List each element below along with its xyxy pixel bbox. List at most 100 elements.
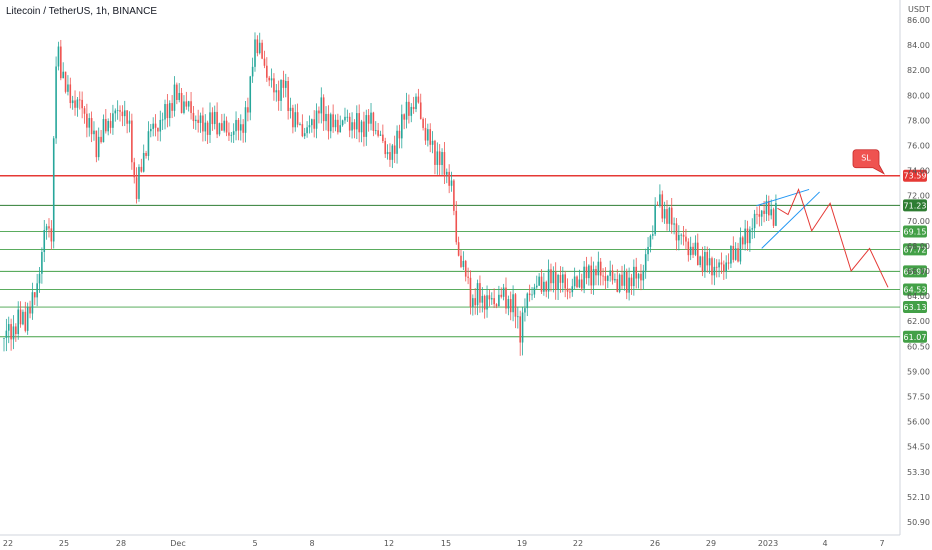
candle-body <box>476 283 479 306</box>
candle-body <box>704 251 706 273</box>
y-tick-label: 64.00 <box>907 292 930 301</box>
candle-body <box>273 78 275 93</box>
candle-body <box>29 307 31 314</box>
candle-body <box>602 275 604 277</box>
candle-body <box>746 228 749 244</box>
candle-body <box>599 261 602 276</box>
candle-body <box>640 273 642 281</box>
time-axis: 22 25 28 Dec 5 8 12 15 19 22 26 29 2023 4 7 <box>3 539 885 548</box>
candle-body <box>663 209 666 219</box>
candle-body <box>33 292 36 298</box>
candle-body <box>159 119 162 132</box>
candle-body <box>367 115 370 124</box>
candle-body <box>43 229 46 253</box>
candle-body <box>611 270 614 281</box>
y-tick-label: 50.90 <box>907 518 930 527</box>
x-tick-label: 26 <box>650 539 660 548</box>
candle-body <box>436 151 439 165</box>
candle-body <box>412 106 415 110</box>
candle-body <box>521 312 524 343</box>
chart-title: Litecoin / TetherUS, 1h, BINANCE <box>6 6 157 17</box>
candle-body <box>299 124 301 125</box>
candle-body <box>543 281 545 292</box>
candle-body <box>341 120 344 126</box>
candle-body <box>486 295 488 310</box>
candle-body <box>280 79 282 101</box>
candle-body <box>564 274 566 289</box>
candle-body <box>384 141 387 155</box>
candle-body <box>751 228 754 230</box>
candle-body <box>147 131 150 156</box>
candle-body <box>500 294 503 297</box>
candle-body <box>685 236 687 242</box>
candle-body <box>604 276 607 281</box>
candle-body <box>7 324 10 331</box>
candle-body <box>661 194 664 219</box>
candle-body <box>531 294 533 296</box>
candle-body <box>628 277 630 293</box>
x-tick-label: 8 <box>309 539 314 548</box>
candle-body <box>715 266 718 268</box>
candle-body <box>344 116 346 121</box>
price-tag <box>903 169 927 182</box>
candle-body <box>289 107 292 112</box>
x-tick-label: 7 <box>879 539 884 548</box>
callout-bubble <box>852 149 886 175</box>
wedge-upper-line <box>756 188 810 207</box>
candle-body <box>519 316 521 343</box>
candle-body <box>559 274 562 283</box>
candle-body <box>431 140 434 145</box>
candle-body <box>223 120 226 131</box>
price-axis: USDT86.0084.0082.0080.0078.0076.0074.007… <box>907 5 930 527</box>
candle-body <box>180 92 183 113</box>
candle-body <box>588 265 590 279</box>
candle-body <box>353 122 356 130</box>
candle-body <box>337 119 339 133</box>
candle-body <box>765 200 768 214</box>
rising-wedge <box>756 188 820 249</box>
candle-body <box>287 80 289 112</box>
candle-body <box>680 234 683 236</box>
y-tick-label: 74.00 <box>907 167 930 176</box>
y-tick-label: 68.00 <box>907 242 930 251</box>
candle-body <box>228 132 230 136</box>
candle-body <box>38 273 41 284</box>
candle-body <box>123 110 126 117</box>
y-tick-label: 66.00 <box>907 267 930 276</box>
candle-body <box>597 261 600 276</box>
candle-body <box>138 166 140 199</box>
candle-body <box>741 237 744 245</box>
currency-label: USDT <box>908 5 930 14</box>
candle-body <box>83 108 86 114</box>
y-tick-label: 70.00 <box>907 217 930 226</box>
y-tick-label: 72.00 <box>907 192 930 201</box>
candle-body <box>221 123 223 131</box>
candle-body <box>756 213 758 215</box>
candle-body <box>294 112 297 128</box>
candle-body <box>450 180 453 186</box>
candle-body <box>758 214 761 217</box>
candle-body <box>701 256 704 273</box>
candle-body <box>666 209 668 224</box>
candle-body <box>637 273 640 279</box>
candle-body <box>481 295 484 303</box>
candle-body <box>327 113 330 132</box>
candle-body <box>427 129 429 141</box>
candle-body <box>398 130 401 139</box>
candle-body <box>422 118 424 128</box>
candle-body <box>576 276 578 288</box>
candle-body <box>22 311 24 325</box>
candle-body <box>12 326 15 340</box>
candle-body <box>389 152 391 160</box>
candle-body <box>718 262 720 268</box>
candle-body <box>275 90 278 93</box>
horizontal-levels: 73.59 71.23 69.15 67.72 65.97 64.53 63.13 61.07 <box>0 169 927 343</box>
candle-body <box>647 246 649 255</box>
candle-body <box>687 241 690 256</box>
candle-body <box>348 116 351 131</box>
candle-body <box>403 114 405 120</box>
candle-body <box>453 180 455 211</box>
candle-body <box>50 228 53 242</box>
candle-body <box>258 42 261 54</box>
